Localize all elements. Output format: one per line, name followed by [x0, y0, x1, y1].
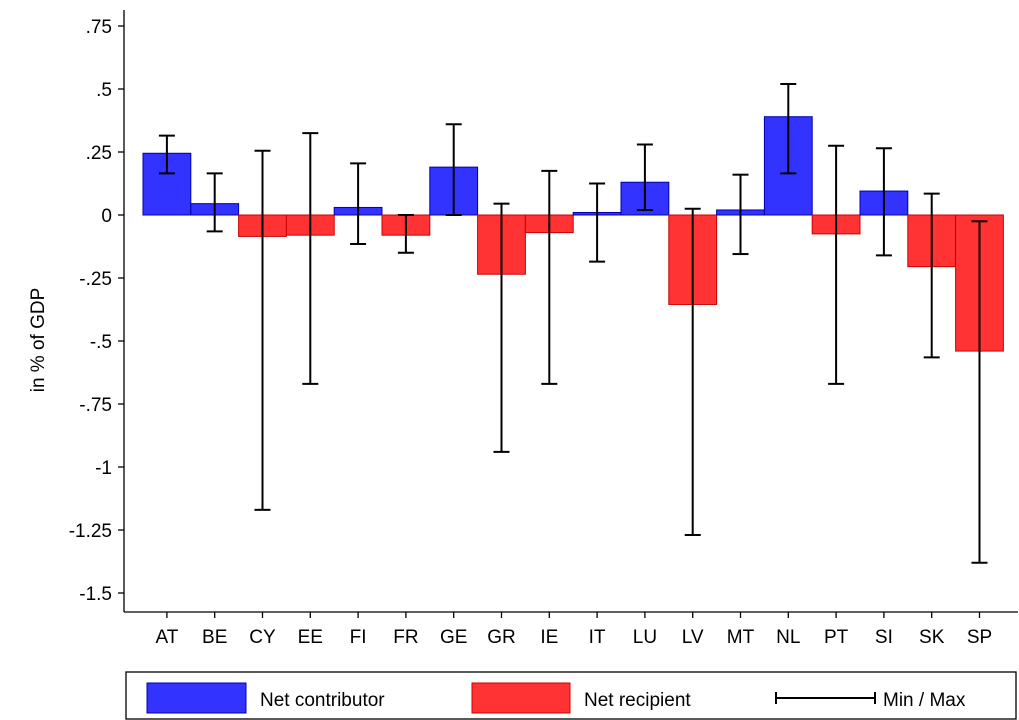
- y-tick-label: .75: [86, 17, 112, 38]
- legend-swatch-recipient: [471, 682, 571, 714]
- legend-label-contributor: Net contributor: [260, 690, 385, 711]
- x-tick-label-lv: LV: [682, 627, 704, 648]
- x-tick-label-pt: PT: [824, 627, 849, 648]
- x-tick-label-sk: SK: [919, 627, 945, 648]
- tick-labels: .75 .5 .25 0 -.25 -.5 -.75 -1 -1.25 -1.5 AT BE CY EE F…: [69, 17, 992, 648]
- legend-swatch-contributor: [146, 682, 247, 714]
- y-tick-label: -1.5: [79, 584, 112, 605]
- y-tick-label: -1.25: [69, 521, 112, 542]
- y-tick-label: -1: [95, 458, 112, 479]
- x-tick-label-be: BE: [202, 627, 227, 648]
- x-tick-label-cy: CY: [249, 627, 276, 648]
- legend-label-recipient: Net recipient: [584, 690, 691, 711]
- y-tick-label: .5: [96, 80, 112, 101]
- x-tick-label-ge: GE: [440, 627, 467, 648]
- x-tick-label-gr: GR: [487, 627, 516, 648]
- y-tick-label: 0: [101, 206, 112, 227]
- legend: Net contributor Net recipient Min / Max: [125, 671, 1017, 720]
- x-tick-label-mt: MT: [727, 627, 755, 648]
- y-tick-label: .25: [86, 143, 112, 164]
- axes: [118, 10, 1018, 618]
- x-tick-label-nl: NL: [776, 627, 800, 648]
- x-tick-label-si: SI: [875, 627, 893, 648]
- x-tick-label-fr: FR: [393, 627, 418, 648]
- legend-box: [125, 671, 1017, 720]
- x-tick-label-ie: IE: [540, 627, 558, 648]
- bars: [142, 116, 1004, 352]
- x-tick-label-ee: EE: [298, 627, 323, 648]
- legend-label-minmax: Min / Max: [883, 690, 966, 711]
- x-tick-label-it: IT: [589, 627, 606, 648]
- y-tick-label: -.25: [79, 269, 112, 290]
- y-tick-label: -.75: [79, 395, 112, 416]
- y-tick-label: -.5: [90, 332, 112, 353]
- whiskers: [158, 82, 988, 564]
- x-tick-label-lu: LU: [633, 627, 657, 648]
- legend-whisker-symbol: [775, 692, 876, 704]
- x-tick-label-at: AT: [155, 627, 178, 648]
- y-axis-title: in % of GDP: [28, 288, 49, 393]
- x-tick-label-sp: SP: [967, 627, 992, 648]
- x-tick-label-fi: FI: [350, 627, 367, 648]
